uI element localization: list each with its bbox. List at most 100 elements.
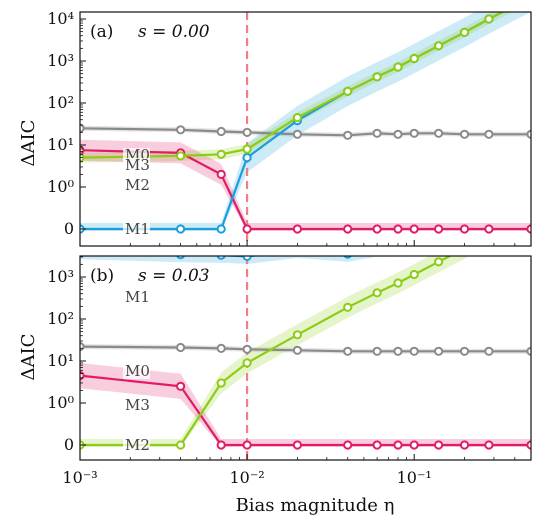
- series-label-m3: M3: [125, 156, 150, 174]
- point-m3: [242, 440, 252, 450]
- point-m3: [372, 440, 382, 450]
- point-m2: [176, 440, 186, 450]
- y-axis-label-bottom: ΔAIC: [18, 334, 39, 381]
- point-m0: [242, 344, 252, 354]
- x-tick-label: 10⁻²: [229, 468, 264, 487]
- point-m3: [484, 440, 494, 450]
- point-m3: [526, 224, 531, 234]
- point-m0: [343, 346, 353, 356]
- point-m1: [80, 256, 82, 257]
- panel-annotation: s = 0.03: [138, 266, 210, 286]
- plot-area: [80, 246, 531, 460]
- point-m0: [216, 126, 226, 137]
- point-m1: [216, 224, 226, 234]
- y-tick-label: 0: [64, 435, 74, 454]
- y-tick-label: 10¹: [47, 351, 74, 370]
- point-m3: [484, 224, 494, 234]
- point-m2: [484, 14, 494, 24]
- point-m1: [374, 246, 381, 253]
- point-m2: [176, 151, 186, 161]
- panel-label: (a): [90, 22, 113, 42]
- point-m0: [292, 129, 302, 139]
- y-tick-label: 10²: [47, 309, 74, 328]
- point-m1: [216, 256, 226, 260]
- y-tick-label: 0: [64, 219, 74, 238]
- series-label-m3: M3: [125, 396, 150, 414]
- point-m2: [434, 41, 444, 51]
- point-m0: [372, 128, 382, 138]
- point-m0: [434, 346, 444, 356]
- panel-annotation: s = 0.00: [138, 22, 210, 42]
- point-m2: [372, 288, 382, 298]
- point-m2: [393, 278, 403, 288]
- series-label-m1: M1: [125, 288, 150, 306]
- point-m3: [292, 224, 302, 234]
- point-m1: [294, 247, 301, 254]
- y-axis-label-top: ΔAIC: [18, 120, 39, 167]
- series-label-bg: [123, 364, 150, 379]
- point-m2: [343, 86, 353, 96]
- point-m0: [216, 343, 226, 353]
- point-m2: [216, 149, 226, 159]
- point-m2: [343, 302, 353, 312]
- point-m0: [176, 342, 186, 353]
- band-m3: [80, 139, 531, 231]
- point-m0: [526, 346, 531, 356]
- point-m3: [343, 440, 353, 450]
- axes-frame: [79, 11, 532, 247]
- point-m0: [409, 128, 419, 138]
- series-label-bg: [123, 438, 150, 453]
- point-m1: [527, 0, 534, 1]
- point-m0: [409, 346, 419, 356]
- point-m3: [434, 224, 444, 234]
- panel-label: (b): [90, 266, 114, 286]
- point-m1: [242, 153, 252, 163]
- y-tick-label: 10²: [47, 93, 74, 112]
- point-m3: [459, 224, 470, 234]
- y-tick-label: 10¹: [47, 135, 74, 154]
- point-m3: [216, 440, 226, 450]
- point-m2: [242, 358, 252, 368]
- point-m0: [393, 129, 403, 139]
- point-m2: [409, 269, 419, 280]
- series-label-bg: [123, 178, 150, 193]
- point-m2: [292, 330, 302, 340]
- point-m0: [393, 346, 403, 356]
- point-m0: [459, 129, 470, 139]
- point-m3: [409, 440, 419, 450]
- y-tick-label: 10⁰: [47, 177, 74, 196]
- band-m1: [80, 256, 402, 264]
- point-m3: [393, 440, 403, 450]
- point-m0: [292, 345, 302, 355]
- point-m0: [176, 125, 186, 135]
- series-label-bg: [123, 398, 150, 413]
- point-m0: [434, 128, 444, 138]
- series-label-bg: [123, 290, 150, 305]
- series-label-m2: M2: [125, 176, 150, 194]
- point-m0: [242, 127, 252, 137]
- series-label-m0: M0: [125, 362, 150, 380]
- point-m3: [393, 224, 403, 234]
- point-m0: [343, 130, 353, 140]
- point-m3: [409, 224, 419, 234]
- point-m2: [459, 27, 470, 38]
- series-label-bg: [123, 158, 150, 173]
- axes-frame: [79, 255, 532, 461]
- point-m2: [292, 113, 302, 123]
- point-m2: [216, 378, 226, 388]
- series-label-m1: M1: [125, 220, 150, 238]
- point-m3: [292, 440, 302, 450]
- point-m2: [409, 53, 419, 64]
- point-m0: [372, 346, 382, 356]
- point-m0: [526, 129, 531, 139]
- point-m3: [526, 440, 531, 450]
- band-m2: [80, 12, 513, 163]
- point-m2: [393, 62, 403, 72]
- y-tick-label: 10³: [47, 267, 74, 286]
- point-m0: [459, 346, 470, 356]
- x-tick-label: 10⁻¹: [397, 468, 432, 487]
- point-m3: [216, 169, 226, 179]
- band-m2: [80, 256, 470, 447]
- point-m3: [372, 224, 382, 234]
- series-label-m2: M2: [125, 436, 150, 454]
